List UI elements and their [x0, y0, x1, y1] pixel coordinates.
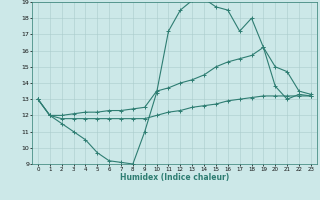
X-axis label: Humidex (Indice chaleur): Humidex (Indice chaleur) — [120, 173, 229, 182]
